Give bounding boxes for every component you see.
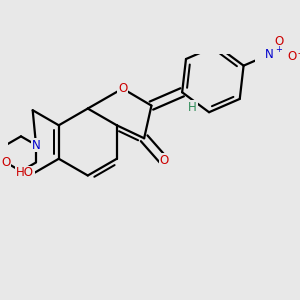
Text: O: O [118,82,127,95]
Text: O: O [160,154,169,167]
Text: O: O [1,156,10,169]
Text: N: N [264,48,273,61]
Text: N: N [32,139,40,152]
Text: -: - [298,48,300,58]
Text: O: O [274,34,284,48]
Text: HO: HO [16,167,34,179]
Text: +: + [275,46,282,55]
Text: O: O [287,50,297,63]
Text: H: H [188,101,197,114]
